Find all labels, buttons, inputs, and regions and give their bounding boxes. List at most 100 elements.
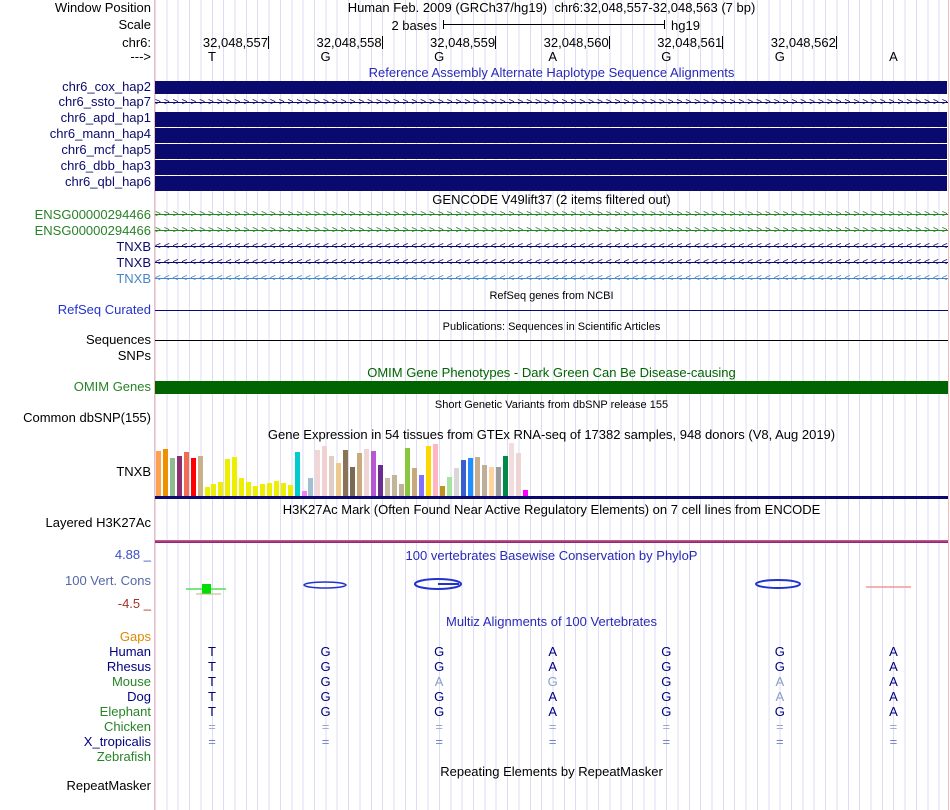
gtex-tissue-bar-16[interactable]	[266, 483, 272, 496]
track-label-gtex-tnxb[interactable]: TNXB	[116, 464, 151, 479]
haplotype-chevrons-chr6_ssto_hap7[interactable]: >>>>>>>>>>>>>>>>>>>>>>>>>>>>>>>>>>>>>>>>…	[155, 96, 948, 109]
gtex-tissue-bar-6[interactable]	[197, 456, 203, 496]
gtex-tissue-bar-45[interactable]	[467, 458, 473, 496]
gtex-tissue-bar-21[interactable]	[301, 491, 307, 496]
gtex-tissue-bar-7[interactable]	[204, 487, 210, 496]
gene-label-TNXB-4[interactable]: TNXB	[116, 271, 151, 286]
track-label-chr6_mcf_hap5[interactable]: chr6_mcf_hap5	[61, 142, 151, 157]
gtex-tissue-bar-46[interactable]	[474, 457, 480, 496]
gene-track-TNXB-3[interactable]: <<<<<<<<<<<<<<<<<<<<<<<<<<<<<<<<<<<<<<<<…	[155, 256, 948, 269]
gtex-tissue-bar-8[interactable]	[211, 484, 217, 496]
gtex-tissue-bar-53[interactable]	[523, 490, 529, 496]
haplotype-bar-chr6_dbb_hap3[interactable]	[155, 160, 947, 175]
gene-label-ENSG00000294466-0[interactable]: ENSG00000294466	[34, 207, 151, 222]
gtex-tissue-bar-13[interactable]	[246, 482, 252, 496]
species-label-x_tropicalis[interactable]: X_tropicalis	[83, 734, 151, 749]
gtex-tissue-bar-52[interactable]	[516, 453, 522, 496]
gtex-tissue-bar-50[interactable]	[502, 456, 508, 496]
gtex-bar-chart[interactable]	[155, 442, 948, 496]
gtex-tissue-bar-25[interactable]	[329, 456, 335, 496]
gtex-tissue-bar-51[interactable]	[509, 443, 515, 496]
gtex-tissue-bar-36[interactable]	[405, 448, 411, 496]
gtex-tissue-bar-0[interactable]	[156, 451, 161, 496]
refseq-curated-track-line[interactable]	[155, 310, 948, 311]
gene-track-ENSG00000294466-0[interactable]: >>>>>>>>>>>>>>>>>>>>>>>>>>>>>>>>>>>>>>>>…	[155, 208, 948, 221]
gtex-tissue-bar-23[interactable]	[315, 450, 321, 496]
track-label-snps[interactable]: SNPs	[117, 348, 151, 363]
haplotype-bar-chr6_cox_hap2[interactable]	[155, 81, 947, 94]
track-label-chr6_apd_hap1[interactable]: chr6_apd_hap1	[60, 110, 151, 125]
track-label-refseq-curated[interactable]: RefSeq Curated	[57, 302, 151, 317]
gtex-tissue-bar-49[interactable]	[495, 467, 501, 496]
gtex-tissue-bar-2[interactable]	[169, 458, 175, 496]
gene-label-ENSG00000294466-1[interactable]: ENSG00000294466	[34, 223, 151, 238]
h3k27ac-signal-line[interactable]	[155, 540, 948, 543]
gene-label-TNXB-2[interactable]: TNXB	[116, 239, 151, 254]
gtex-tissue-bar-26[interactable]	[336, 463, 342, 496]
omim-genes-bar[interactable]	[155, 381, 948, 394]
gtex-tissue-bar-30[interactable]	[363, 449, 369, 496]
species-label-mouse[interactable]: Mouse	[111, 674, 151, 689]
gtex-tissue-bar-17[interactable]	[273, 481, 279, 496]
gene-track-TNXB-4[interactable]: <<<<<<<<<<<<<<<<<<<<<<<<<<<<<<<<<<<<<<<<…	[155, 272, 948, 285]
gtex-tissue-bar-34[interactable]	[391, 475, 397, 496]
gene-track-TNXB-2[interactable]: <<<<<<<<<<<<<<<<<<<<<<<<<<<<<<<<<<<<<<<<…	[155, 240, 948, 253]
gtex-tissue-bar-27[interactable]	[343, 450, 349, 496]
gtex-tissue-bar-22[interactable]	[308, 478, 314, 496]
gtex-tissue-bar-35[interactable]	[398, 484, 404, 496]
species-label-elephant[interactable]: Elephant	[99, 704, 151, 719]
gtex-tissue-bar-1[interactable]	[162, 449, 168, 496]
haplotype-bar-chr6_mann_hap4[interactable]	[155, 128, 947, 143]
gtex-tissue-bar-12[interactable]	[239, 478, 245, 496]
track-label-omim-genes[interactable]: OMIM Genes	[73, 379, 151, 394]
gtex-tissue-bar-14[interactable]	[253, 486, 259, 496]
haplotype-bar-chr6_apd_hap1[interactable]	[155, 112, 947, 127]
gtex-tissue-bar-10[interactable]	[225, 459, 231, 496]
track-label-common-dbsnp[interactable]: Common dbSNP(155)	[23, 410, 151, 425]
gtex-tissue-bar-15[interactable]	[259, 484, 265, 496]
track-label-chr6_ssto_hap7[interactable]: chr6_ssto_hap7	[58, 94, 151, 109]
gtex-tissue-bar-48[interactable]	[488, 467, 494, 496]
gtex-tissue-bar-29[interactable]	[356, 453, 362, 496]
track-label-chr6_dbb_hap3[interactable]: chr6_dbb_hap3	[60, 158, 151, 173]
gtex-tissue-bar-44[interactable]	[460, 460, 466, 496]
gtex-tissue-bar-40[interactable]	[433, 444, 439, 496]
gtex-tissue-bar-18[interactable]	[280, 483, 286, 496]
sequences-track-line[interactable]	[155, 340, 948, 341]
haplotype-bar-chr6_mcf_hap5[interactable]	[155, 144, 947, 159]
track-label-chr6_cox_hap2[interactable]: chr6_cox_hap2	[62, 79, 151, 94]
gtex-tissue-bar-24[interactable]	[322, 446, 328, 496]
gtex-tissue-bar-37[interactable]	[412, 468, 418, 496]
gtex-tissue-bar-20[interactable]	[294, 452, 300, 496]
gtex-tissue-bar-3[interactable]	[176, 456, 182, 496]
gtex-tissue-bar-39[interactable]	[426, 446, 432, 496]
species-label-human[interactable]: Human	[109, 644, 151, 659]
haplotype-bar-chr6_qbl_hap6[interactable]	[155, 176, 947, 191]
gtex-tissue-bar-33[interactable]	[384, 478, 390, 496]
gtex-tissue-bar-41[interactable]	[440, 486, 446, 496]
gtex-tissue-bar-38[interactable]	[419, 475, 425, 496]
gtex-tissue-bar-43[interactable]	[453, 468, 459, 496]
gtex-tissue-bar-4[interactable]	[183, 452, 189, 496]
species-label-rhesus[interactable]: Rhesus	[106, 659, 151, 674]
gtex-tissue-bar-47[interactable]	[481, 465, 487, 496]
species-label-chicken[interactable]: Chicken	[104, 719, 151, 734]
gene-track-ENSG00000294466-1[interactable]: >>>>>>>>>>>>>>>>>>>>>>>>>>>>>>>>>>>>>>>>…	[155, 224, 948, 237]
track-label-chr6_mann_hap4[interactable]: chr6_mann_hap4	[49, 126, 151, 141]
gtex-tissue-bar-5[interactable]	[190, 458, 196, 496]
gene-label-TNXB-3[interactable]: TNXB	[116, 255, 151, 270]
species-label-dog[interactable]: Dog	[127, 689, 151, 704]
gtex-tissue-bar-9[interactable]	[218, 482, 224, 496]
track-label-h3k27ac[interactable]: Layered H3K27Ac	[45, 515, 151, 530]
gtex-tissue-bar-11[interactable]	[232, 457, 238, 496]
track-label-repeatmasker[interactable]: RepeatMasker	[66, 778, 151, 793]
gtex-baseline[interactable]	[155, 496, 948, 499]
track-label-sequences[interactable]: Sequences	[85, 332, 151, 347]
species-label-zebrafish[interactable]: Zebrafish	[96, 749, 151, 764]
track-label-chr6_qbl_hap6[interactable]: chr6_qbl_hap6	[64, 174, 151, 189]
track-label-100-vert-cons[interactable]: 100 Vert. Cons	[65, 573, 151, 588]
gtex-tissue-bar-28[interactable]	[350, 467, 356, 496]
gtex-tissue-bar-32[interactable]	[377, 465, 383, 496]
gtex-tissue-bar-31[interactable]	[370, 451, 376, 496]
gtex-tissue-bar-19[interactable]	[287, 485, 293, 496]
